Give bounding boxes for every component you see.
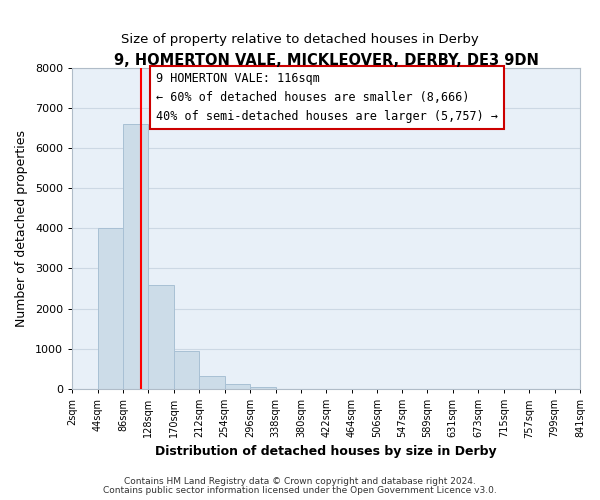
Title: 9, HOMERTON VALE, MICKLEOVER, DERBY, DE3 9DN: 9, HOMERTON VALE, MICKLEOVER, DERBY, DE3… [113,52,538,68]
Text: Size of property relative to detached houses in Derby: Size of property relative to detached ho… [121,32,479,46]
X-axis label: Distribution of detached houses by size in Derby: Distribution of detached houses by size … [155,444,497,458]
Bar [174,351,199,389]
Y-axis label: Number of detached properties: Number of detached properties [15,130,28,327]
Bar [224,384,250,389]
Bar [148,284,174,389]
Bar [123,124,148,389]
Text: 9 HOMERTON VALE: 116sqm
← 60% of detached houses are smaller (8,666)
40% of semi: 9 HOMERTON VALE: 116sqm ← 60% of detache… [156,72,498,124]
Text: Contains public sector information licensed under the Open Government Licence v3: Contains public sector information licen… [103,486,497,495]
Bar [199,376,224,389]
Bar [250,386,275,389]
Bar [98,228,123,389]
Text: Contains HM Land Registry data © Crown copyright and database right 2024.: Contains HM Land Registry data © Crown c… [124,477,476,486]
